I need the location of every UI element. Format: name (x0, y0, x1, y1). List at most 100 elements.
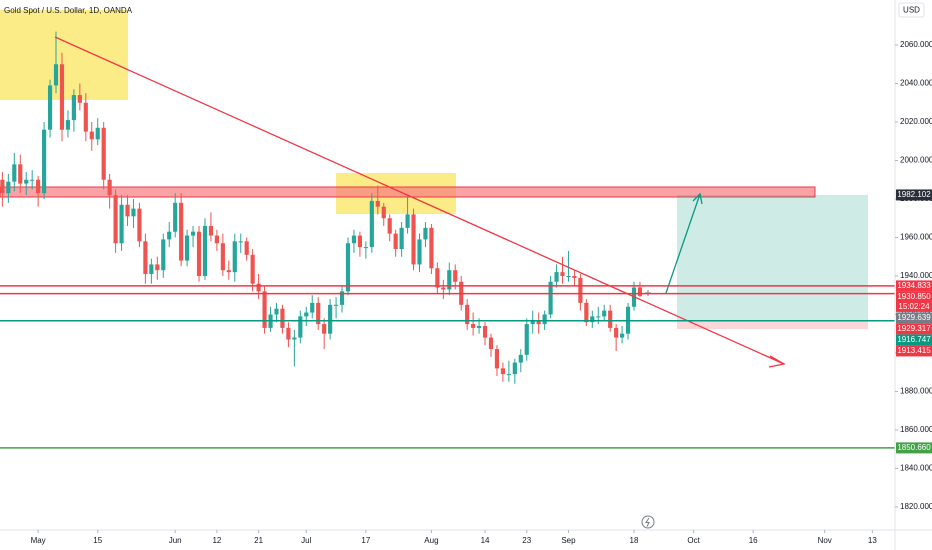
candle-body (488, 337, 494, 350)
candle-body (137, 208, 142, 242)
y-tick-label: 2060.000 (900, 40, 932, 49)
candle-body (405, 214, 410, 228)
price-label-box (896, 442, 932, 454)
target-zone (677, 195, 868, 321)
candle-body (322, 324, 327, 334)
x-tick-label: May (31, 536, 46, 545)
candle-body (77, 95, 82, 103)
candle-body (596, 316, 601, 318)
countdown-box (896, 301, 932, 312)
candle-body (53, 64, 59, 86)
countdown: 15:02:24 (898, 302, 930, 311)
candle-body (143, 241, 148, 275)
candle-body (411, 214, 416, 265)
candle-body (196, 231, 202, 276)
candle-body (226, 270, 231, 273)
candle-body (614, 327, 619, 338)
candle-body (89, 131, 94, 140)
candle-body (208, 225, 214, 236)
price-label-box (896, 189, 932, 201)
candle-body (500, 368, 506, 375)
candle-body (637, 287, 643, 296)
candle-body (173, 202, 178, 232)
candle-body (345, 243, 351, 292)
candle-body (560, 272, 565, 276)
candle-body (316, 302, 321, 325)
candle-body (250, 254, 255, 284)
candle-body (435, 268, 440, 288)
candle-body (256, 283, 261, 292)
candle-body (572, 275, 577, 278)
candle-body (30, 179, 35, 181)
x-tick-label: Aug (424, 536, 438, 545)
candle-body (339, 291, 345, 305)
candle-body (244, 241, 249, 255)
price-label: 1850.660 (897, 443, 931, 452)
x-tick-label: 13 (868, 536, 877, 545)
candle-body (429, 227, 434, 269)
arrow-head (692, 192, 703, 205)
candle-body (119, 204, 124, 244)
stop-zone (677, 321, 868, 329)
candle-body (363, 247, 368, 249)
candle-body (351, 235, 357, 244)
y-tick-label: 1820.000 (900, 502, 932, 511)
x-tick-label: 16 (749, 536, 758, 545)
candle-body (423, 227, 428, 240)
candle-body (65, 120, 71, 130)
candles (0, 31, 643, 384)
candle-body (566, 275, 571, 277)
candle-body (107, 179, 112, 196)
x-tick-label: Oct (687, 536, 700, 545)
candle-body (453, 270, 458, 282)
price-label-box (896, 291, 932, 303)
y-tick-label: 1860.000 (900, 425, 932, 434)
candle-body (381, 206, 386, 219)
currency[interactable]: USD (903, 6, 920, 15)
y-tick-label: 1940.000 (900, 271, 932, 280)
x-tick-label: 23 (522, 536, 531, 545)
candle-body (536, 320, 541, 325)
y-tick-label: 1880.000 (900, 387, 932, 396)
candle-body (18, 164, 23, 184)
x-tick-label: 14 (481, 536, 490, 545)
x-tick-label: Sep (561, 536, 576, 545)
candle-body (369, 200, 374, 248)
axes: 1820.0001840.0001860.0001880.0001900.000… (31, 40, 932, 545)
candle-body (399, 227, 404, 250)
candle-body (310, 302, 315, 313)
candle-body (280, 308, 285, 328)
x-tick-label: 12 (212, 536, 221, 545)
price-label: 1934.833 (897, 281, 931, 290)
price-label-box (896, 323, 932, 335)
candle-body (161, 239, 166, 271)
candle-body (447, 270, 452, 290)
y-tick-label: 1840.000 (900, 464, 932, 473)
candle-body (149, 264, 154, 275)
price-label: 1982.102 (897, 190, 931, 199)
candle-body (333, 304, 339, 306)
candle-body (95, 127, 100, 140)
trend-line (54, 36, 785, 365)
candle-body (387, 218, 392, 234)
projection-arrow (665, 193, 701, 294)
candle-body (518, 354, 523, 363)
candle-body (298, 316, 303, 338)
candle-body (578, 277, 583, 303)
candle-body (542, 314, 547, 325)
candle-body (286, 327, 291, 340)
candle-body (101, 127, 106, 180)
candle-body (125, 204, 130, 217)
candle-body (24, 179, 29, 184)
candle-body (530, 320, 535, 325)
price-label: 1913.415 (897, 346, 931, 355)
price-label: 1929.639 (897, 313, 931, 322)
currency-box[interactable] (898, 2, 925, 18)
x-tick-label: Nov (818, 536, 832, 545)
candle-body (482, 326, 488, 338)
y-tick-label: 2000.000 (900, 156, 932, 165)
price-label-box (896, 312, 932, 324)
candle-body (179, 202, 184, 261)
